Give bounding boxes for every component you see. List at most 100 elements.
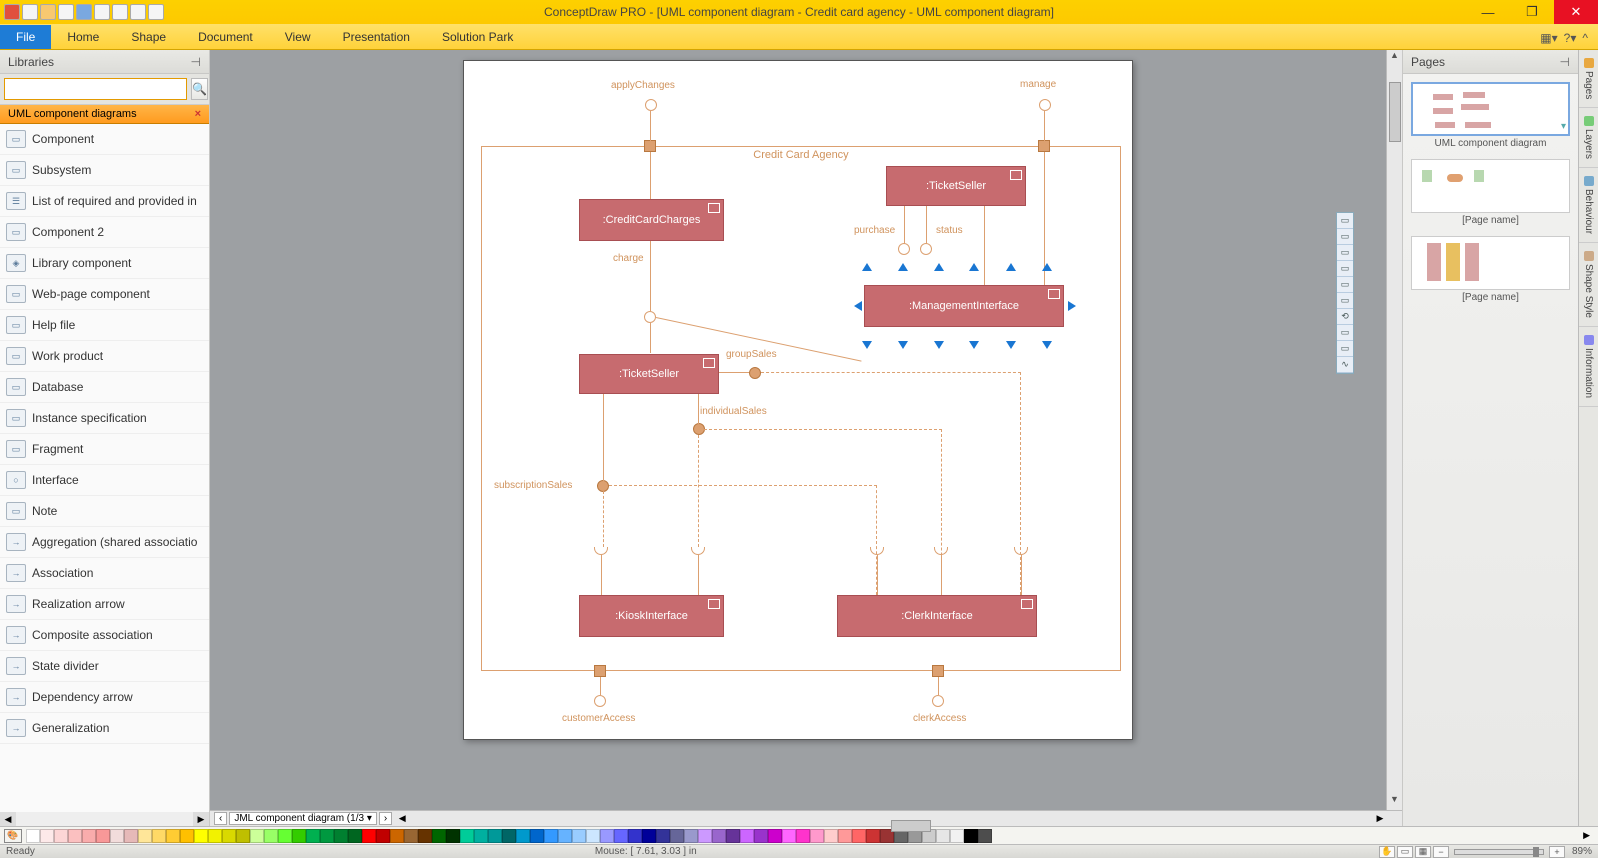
selection-handle[interactable] (934, 263, 944, 271)
tool-icon[interactable]: ▭ (1337, 325, 1353, 341)
list-item[interactable]: →Realization arrow (0, 589, 209, 620)
list-item[interactable]: ▭Component (0, 124, 209, 155)
color-swatch[interactable] (642, 829, 656, 843)
view-tool-icon[interactable]: ▦ (1415, 846, 1431, 858)
color-swatch[interactable] (26, 829, 40, 843)
color-swatch[interactable] (530, 829, 544, 843)
component-ticketseller-mid[interactable]: :TicketSeller (579, 354, 719, 394)
hand-tool-icon[interactable]: ✋ (1379, 846, 1395, 858)
interface-circle[interactable] (932, 695, 944, 707)
scroll-thumb[interactable] (891, 820, 931, 832)
minimize-button[interactable]: — (1466, 0, 1510, 24)
pin-icon[interactable]: ⊣ (191, 55, 201, 69)
color-swatch[interactable] (754, 829, 768, 843)
list-item[interactable]: ▭Subsystem (0, 155, 209, 186)
sidetab-layers[interactable]: Layers (1579, 108, 1598, 168)
port[interactable] (1038, 140, 1050, 152)
list-item[interactable]: ▭Web-page component (0, 279, 209, 310)
color-swatch[interactable] (586, 829, 600, 843)
color-swatch[interactable] (180, 829, 194, 843)
color-swatch[interactable] (572, 829, 586, 843)
color-swatch[interactable] (950, 829, 964, 843)
color-swatch[interactable] (810, 829, 824, 843)
color-swatch[interactable] (782, 829, 796, 843)
color-swatch[interactable] (978, 829, 992, 843)
color-swatch[interactable] (166, 829, 180, 843)
list-item[interactable]: ▭Work product (0, 341, 209, 372)
scroll-left-icon[interactable]: ◀ (0, 812, 16, 826)
provided-interface-ball[interactable] (749, 367, 761, 379)
component-clerkinterface[interactable]: :ClerkInterface (837, 595, 1037, 637)
color-swatch[interactable] (488, 829, 502, 843)
list-item[interactable]: →Association (0, 558, 209, 589)
maximize-button[interactable]: ❐ (1510, 0, 1554, 24)
color-swatch[interactable] (698, 829, 712, 843)
color-swatch[interactable] (964, 829, 978, 843)
zoom-slider[interactable] (1454, 849, 1544, 855)
color-swatch[interactable] (404, 829, 418, 843)
port[interactable] (932, 665, 944, 677)
next-sheet-icon[interactable]: › (379, 812, 392, 825)
color-swatch[interactable] (768, 829, 782, 843)
color-swatch[interactable] (866, 829, 880, 843)
page-thumbnail[interactable] (1411, 236, 1570, 290)
color-swatch[interactable] (306, 829, 320, 843)
color-swatch[interactable] (684, 829, 698, 843)
tab-view[interactable]: View (269, 25, 327, 49)
sidetab-pages[interactable]: Pages (1579, 50, 1598, 108)
color-swatch[interactable] (376, 829, 390, 843)
list-item[interactable]: →State divider (0, 651, 209, 682)
paste-icon[interactable] (58, 4, 74, 20)
options-icon[interactable]: ▦▾ (1540, 31, 1557, 45)
color-swatch[interactable] (292, 829, 306, 843)
color-swatch[interactable] (460, 829, 474, 843)
tab-document[interactable]: Document (182, 25, 269, 49)
selection-handle[interactable] (862, 263, 872, 271)
color-swatch[interactable] (278, 829, 292, 843)
interface-circle[interactable] (898, 243, 910, 255)
redo-icon[interactable] (112, 4, 128, 20)
vertical-scrollbar[interactable]: ▲ ▼ (1386, 50, 1402, 810)
color-swatch[interactable] (516, 829, 530, 843)
page-thumb-item[interactable]: ▾ UML component diagram (1411, 82, 1570, 149)
color-swatch[interactable] (936, 829, 950, 843)
color-swatch[interactable] (96, 829, 110, 843)
diagram-frame[interactable]: Credit Card Agency (481, 146, 1121, 671)
color-swatch[interactable] (418, 829, 432, 843)
library-search-input[interactable] (4, 78, 187, 100)
app-icon[interactable] (4, 4, 20, 20)
color-swatch[interactable] (68, 829, 82, 843)
undo-icon[interactable] (94, 4, 110, 20)
prev-sheet-icon[interactable]: ‹ (214, 812, 227, 825)
component-creditcardcharges[interactable]: :CreditCardCharges (579, 199, 724, 241)
canvas-viewport[interactable]: Credit Card Agency :CreditCard (210, 50, 1386, 810)
page-thumb-item[interactable]: [Page name] (1411, 159, 1570, 226)
list-item[interactable]: ▭Help file (0, 310, 209, 341)
close-button[interactable]: ✕ (1554, 0, 1598, 24)
interface-circle[interactable] (920, 243, 932, 255)
list-item[interactable]: ▭Database (0, 372, 209, 403)
selection-handle[interactable] (969, 263, 979, 271)
color-swatch[interactable] (824, 829, 838, 843)
color-swatch[interactable] (208, 829, 222, 843)
list-item[interactable]: ▭Instance specification (0, 403, 209, 434)
selection-handle[interactable] (934, 341, 944, 349)
component-managementinterface[interactable]: :ManagementInterface (864, 285, 1064, 327)
scroll-up-icon[interactable]: ▲ (1387, 50, 1402, 66)
pin-icon[interactable]: ⊣ (1560, 55, 1570, 69)
interface-circle[interactable] (594, 695, 606, 707)
selection-handle[interactable] (898, 263, 908, 271)
interface-circle[interactable] (645, 99, 657, 111)
color-swatch[interactable] (796, 829, 810, 843)
close-category-icon[interactable]: × (195, 108, 201, 120)
tool-icon[interactable]: ⟲ (1337, 309, 1353, 325)
port[interactable] (594, 665, 606, 677)
search-icon[interactable]: 🔍 (191, 78, 208, 100)
zoom-out-icon[interactable]: − (1433, 846, 1449, 858)
sidetab-shape-style[interactable]: Shape Style (1579, 243, 1598, 327)
preview-icon[interactable] (148, 4, 164, 20)
tab-presentation[interactable]: Presentation (327, 25, 426, 49)
collapse-ribbon-icon[interactable]: ^ (1582, 31, 1588, 45)
color-swatch[interactable] (558, 829, 572, 843)
selection-handle[interactable] (1068, 301, 1076, 311)
